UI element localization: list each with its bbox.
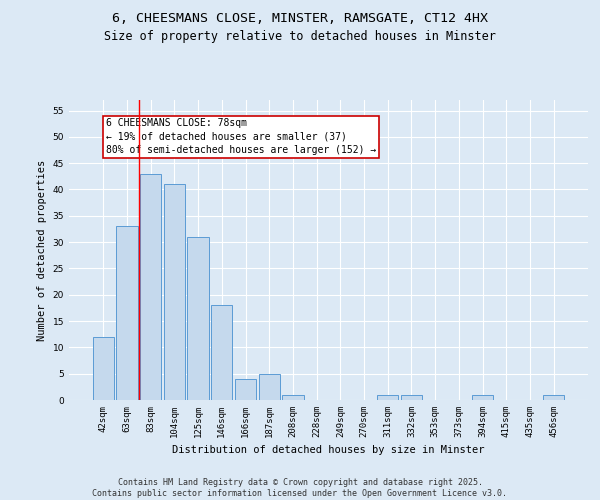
Bar [92, 337, 114, 400]
Bar [259, 374, 280, 400]
Bar [543, 394, 565, 400]
Text: Contains HM Land Registry data © Crown copyright and database right 2025.
Contai: Contains HM Land Registry data © Crown c… [92, 478, 508, 498]
Bar [116, 226, 137, 400]
Bar [472, 394, 493, 400]
Bar [282, 394, 304, 400]
Bar [164, 184, 185, 400]
Text: 6, CHEESMANS CLOSE, MINSTER, RAMSGATE, CT12 4HX: 6, CHEESMANS CLOSE, MINSTER, RAMSGATE, C… [112, 12, 488, 26]
X-axis label: Distribution of detached houses by size in Minster: Distribution of detached houses by size … [172, 446, 485, 456]
Bar [187, 237, 209, 400]
Bar [377, 394, 398, 400]
Bar [140, 174, 161, 400]
Bar [401, 394, 422, 400]
Y-axis label: Number of detached properties: Number of detached properties [37, 160, 47, 340]
Text: Size of property relative to detached houses in Minster: Size of property relative to detached ho… [104, 30, 496, 43]
Bar [211, 306, 232, 400]
Text: 6 CHEESMANS CLOSE: 78sqm
← 19% of detached houses are smaller (37)
80% of semi-d: 6 CHEESMANS CLOSE: 78sqm ← 19% of detach… [106, 118, 376, 155]
Bar [235, 379, 256, 400]
